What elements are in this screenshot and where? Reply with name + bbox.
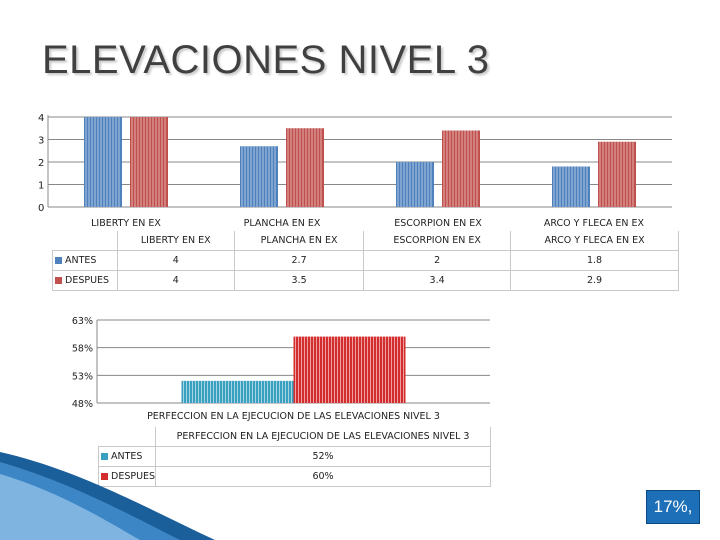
legend-swatch-despues bbox=[55, 277, 62, 284]
legend-label: ANTES bbox=[65, 255, 97, 266]
legend-swatch-antes bbox=[101, 453, 108, 460]
data-table-elevaciones: LIBERTY EN EX PLANCHA EN EX ESCORPION EN… bbox=[52, 231, 679, 291]
y-tick-label: 53% bbox=[72, 371, 93, 382]
y-tick-label: 2 bbox=[38, 158, 44, 169]
legend-label: ANTES bbox=[111, 451, 143, 462]
table-cell: 3.5 bbox=[234, 270, 365, 291]
bar-despues bbox=[286, 128, 324, 207]
bar-antes bbox=[396, 162, 434, 207]
x-tick-label: PLANCHA EN EX bbox=[244, 218, 321, 229]
bar-despues bbox=[598, 141, 636, 207]
legend-label: DESPUES bbox=[65, 275, 110, 286]
x-tick-label: PERFECCION EN LA EJECUCION DE LAS ELEVAC… bbox=[147, 411, 440, 422]
bar-despues bbox=[130, 117, 168, 207]
bar-despues bbox=[442, 130, 480, 207]
page-badge: 17%, bbox=[646, 490, 700, 524]
legend-swatch-despues bbox=[101, 473, 108, 480]
x-tick-label: LIBERTY EN EX bbox=[91, 218, 161, 229]
legend-despues: DESPUES bbox=[97, 466, 157, 487]
legend-label: DESPUES bbox=[111, 471, 156, 482]
page-title: ELEVACIONES NIVEL 3 bbox=[42, 38, 490, 82]
bar-antes bbox=[84, 117, 122, 207]
bar-antes bbox=[181, 380, 294, 403]
table-cell: 3.4 bbox=[363, 270, 512, 291]
table-row: DESPUES 60% bbox=[97, 466, 491, 487]
y-tick-label: 1 bbox=[38, 181, 44, 192]
bar-antes bbox=[552, 166, 590, 207]
table-cell: 2.9 bbox=[510, 270, 679, 291]
y-tick-label: 3 bbox=[38, 136, 44, 147]
x-tick-label: ARCO Y FLECA EN EX bbox=[544, 218, 645, 229]
y-tick-label: 4 bbox=[38, 113, 44, 124]
x-tick-label: ESCORPION EN EX bbox=[394, 218, 482, 229]
y-tick-label: 58% bbox=[72, 344, 93, 355]
bar-antes bbox=[240, 146, 278, 207]
data-table-perfeccion: PERFECCION EN LA EJECUCION DE LAS ELEVAC… bbox=[97, 427, 491, 487]
y-tick-label: 48% bbox=[72, 399, 93, 410]
y-tick-label: 0 bbox=[38, 203, 44, 214]
bar-despues bbox=[293, 336, 406, 403]
table-row: DESPUES 4 3.5 3.4 2.9 bbox=[52, 270, 679, 291]
legend-despues: DESPUES bbox=[52, 270, 118, 291]
y-tick-label: 63% bbox=[72, 316, 93, 327]
table-cell: 60% bbox=[155, 466, 491, 487]
legend-swatch-antes bbox=[55, 257, 62, 264]
